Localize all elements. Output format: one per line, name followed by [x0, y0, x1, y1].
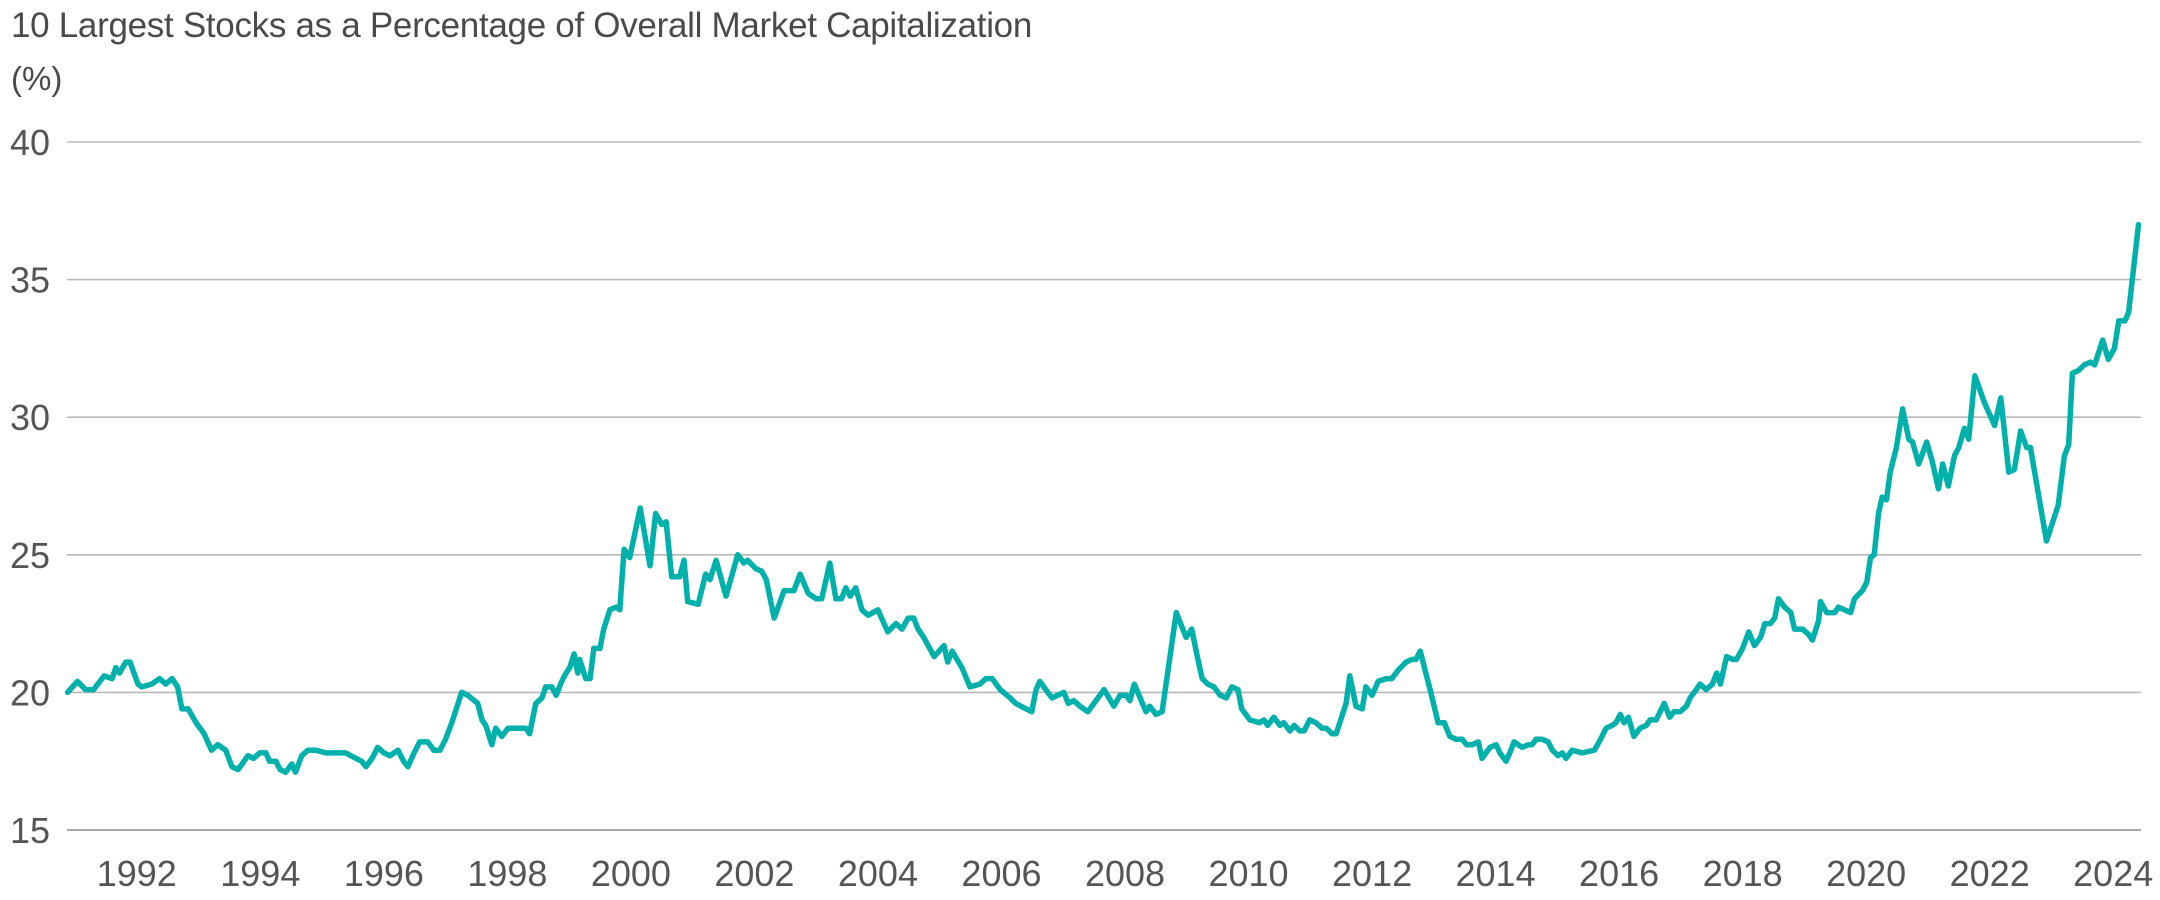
x-tick-label: 2004	[838, 853, 918, 894]
x-tick-label: 2006	[961, 853, 1041, 894]
x-tick-label: 2016	[1579, 853, 1659, 894]
series-points	[67, 224, 2139, 773]
series-line	[64, 221, 2142, 775]
x-tick-label: 2002	[714, 853, 794, 894]
x-axis-ticks: 1992 1994 1996 1998 2000 2002 2004 2006 2008 2010…	[97, 853, 2154, 894]
x-tick-label: 2020	[1826, 853, 1906, 894]
series-layer	[64, 221, 2142, 775]
y-axis-unit-label: (%)	[11, 60, 63, 97]
y-tick-label: 20	[10, 672, 50, 713]
chart-title: 10 Largest Stocks as a Percentage of Ove…	[11, 6, 1033, 45]
x-tick-label: 1996	[344, 853, 424, 894]
x-tick-label: 2012	[1332, 853, 1412, 894]
x-tick-label: 2000	[591, 853, 671, 894]
y-tick-label: 25	[10, 535, 50, 576]
x-tick-label: 2022	[1950, 853, 2030, 894]
y-tick-label: 15	[10, 810, 50, 851]
x-tick-label: 1994	[220, 853, 300, 894]
y-tick-label: 35	[10, 260, 50, 301]
y-axis-ticks: 15 20 25 30 35 40	[10, 122, 50, 851]
gridlines	[67, 141, 2141, 831]
y-tick-label: 30	[10, 397, 50, 438]
x-tick-label: 2010	[1208, 853, 1288, 894]
x-tick-label: 2008	[1085, 853, 1165, 894]
y-tick-label: 40	[10, 122, 50, 163]
x-tick-label: 2014	[1456, 853, 1536, 894]
x-tick-label: 2018	[1703, 853, 1783, 894]
x-tick-label: 1998	[467, 853, 547, 894]
x-tick-label: 1992	[97, 853, 177, 894]
x-tick-label: 2024	[2073, 853, 2153, 894]
